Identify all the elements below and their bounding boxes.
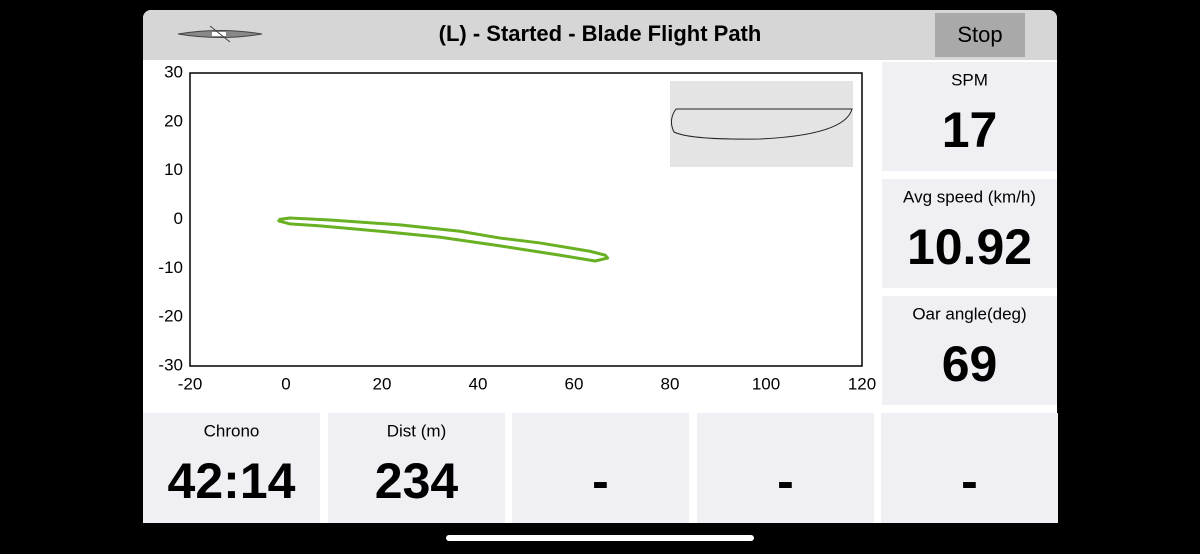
stat-value: -	[777, 453, 794, 509]
stat-label: Chrono	[204, 421, 260, 440]
stat-tile	[143, 413, 320, 523]
stat-value: 42:14	[168, 453, 296, 509]
y-tick-label: -30	[158, 355, 183, 374]
x-tick-label: 80	[661, 374, 680, 393]
stat-tile	[881, 413, 1058, 523]
stop-button[interactable]	[935, 13, 1025, 57]
x-tick-label: 100	[752, 374, 780, 393]
stat-tile	[697, 413, 874, 523]
stat-label: Avg speed (km/h)	[903, 187, 1036, 206]
header-title: (L) - Started - Blade Flight Path	[439, 21, 762, 46]
stat-value: 234	[375, 453, 459, 509]
header-bar	[143, 10, 1057, 60]
stat-tile	[882, 296, 1057, 405]
x-tick-label: 40	[469, 374, 488, 393]
y-tick-label: 0	[174, 209, 183, 228]
stat-value: -	[592, 453, 609, 509]
stat-value: 17	[942, 102, 998, 158]
y-tick-label: 30	[164, 62, 183, 81]
stat-tile	[882, 179, 1057, 288]
stat-value: -	[961, 453, 978, 509]
stat-value: 10.92	[907, 219, 1032, 275]
x-tick-label: 0	[281, 374, 290, 393]
x-tick-label: -20	[178, 374, 203, 393]
x-tick-label: 120	[848, 374, 876, 393]
flight-path	[277, 216, 610, 263]
y-tick-label: -10	[158, 258, 183, 277]
y-tick-label: -20	[158, 307, 183, 326]
y-tick-label: 10	[164, 160, 183, 179]
stat-value: 69	[942, 336, 998, 392]
x-tick-label: 60	[565, 374, 584, 393]
y-tick-label: 20	[164, 111, 183, 130]
stat-tile	[328, 413, 505, 523]
stat-tile	[512, 413, 689, 523]
stat-tile	[882, 62, 1057, 171]
x-tick-label: 20	[373, 374, 392, 393]
inset-preview	[670, 81, 853, 167]
stat-label: Dist (m)	[387, 421, 446, 440]
stat-label: SPM	[951, 70, 988, 89]
stop-button-label[interactable]: Stop	[957, 22, 1002, 47]
logo	[177, 25, 263, 43]
stat-label: Oar angle(deg)	[912, 304, 1026, 323]
home-indicator	[446, 535, 754, 541]
